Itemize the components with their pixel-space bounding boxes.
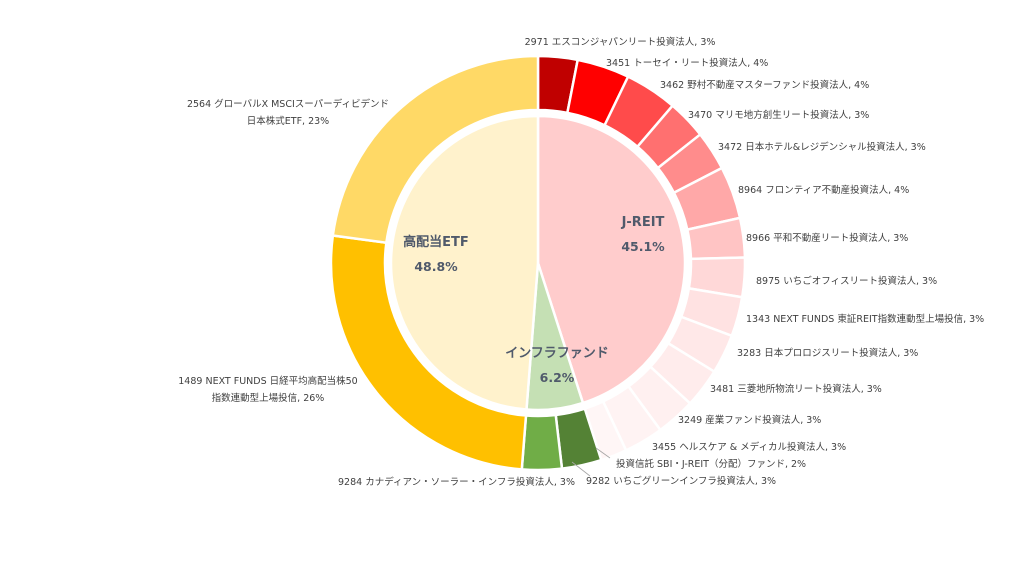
outer-slice-label-4: 3472 日本ホテル&レジデンシャル投資法人, 3% [718, 141, 926, 153]
outer-slice-label-1: 3451 トーセイ・リート投資法人, 4% [606, 57, 768, 69]
outer-slice-label-16: 1489 NEXT FUNDS 日経平均高配当株50 指数連動型上場投信, 26% [178, 375, 357, 404]
outer-slice-label-8: 1343 NEXT FUNDS 東証REIT指数連動型上場投信, 3% [746, 313, 984, 325]
outer-slice-label-7: 8975 いちごオフィスリート投資法人, 3% [756, 275, 937, 287]
outer-slice-label-3: 3470 マリモ地方創生リート投資法人, 3% [688, 109, 869, 121]
inner-category-label-2: 高配当ETF [403, 234, 469, 250]
outer-slice-label-17: 2564 グローバルX MSCIスーパーディビデンド日本株式ETF, 23% [187, 98, 389, 127]
inner-category-pct-0: 45.1% [621, 239, 665, 254]
inner-category-pct-2: 48.8% [414, 259, 458, 274]
inner-category-pct-1: 6.2% [540, 370, 575, 385]
outer-slice-17 [331, 54, 540, 245]
inner-labels: J-REIT 45.1% インフラファンド 6.2% 高配当ETF 48.8% [403, 215, 665, 385]
inner-category-label-0: J-REIT [621, 215, 665, 230]
outer-slice-label-15: 9284 カナディアン・ソーラー・インフラ投資法人, 3% [338, 476, 575, 488]
outer-slice-label-0: 2971 エスコンジャパンリート投資法人, 3% [525, 36, 716, 48]
outer-slice-15 [520, 413, 564, 472]
inner-ring [389, 114, 687, 412]
outer-labels: 2971 エスコンジャパンリート投資法人, 3% 3451 トーセイ・リート投資法… [178, 36, 984, 488]
inner-slice-2 [389, 114, 540, 411]
inner-category-label-1: インフラファンド [505, 346, 609, 361]
leader-line-13 [595, 447, 611, 459]
outer-slice-label-12: 3455 ヘルスケア & メディカル投資法人, 3% [652, 441, 846, 453]
outer-slice-label-13: 投資信託 SBI・J-REIT（分配）ファンド, 2% [616, 458, 806, 470]
outer-slice-label-14: 9282 いちごグリーンインフラ投資法人, 3% [586, 475, 776, 487]
inner-slice-0 [536, 114, 687, 405]
outer-ring [329, 54, 747, 472]
outer-slice-label-6: 8966 平和不動産リート投資法人, 3% [746, 232, 908, 244]
outer-slice-label-2: 3462 野村不動産マスターファンド投資法人, 4% [660, 79, 869, 91]
outer-slice-label-11: 3249 産業ファンド投資法人, 3% [678, 414, 821, 426]
outer-slice-label-9: 3283 日本プロロジスリート投資法人, 3% [737, 347, 918, 359]
leader-line-14 [571, 461, 591, 477]
outer-slice-label-5: 8964 フロンティア不動産投資法人, 4% [738, 184, 909, 196]
outer-slice-label-10: 3481 三菱地所物流リート投資法人, 3% [710, 383, 882, 395]
leader-lines [571, 447, 611, 477]
